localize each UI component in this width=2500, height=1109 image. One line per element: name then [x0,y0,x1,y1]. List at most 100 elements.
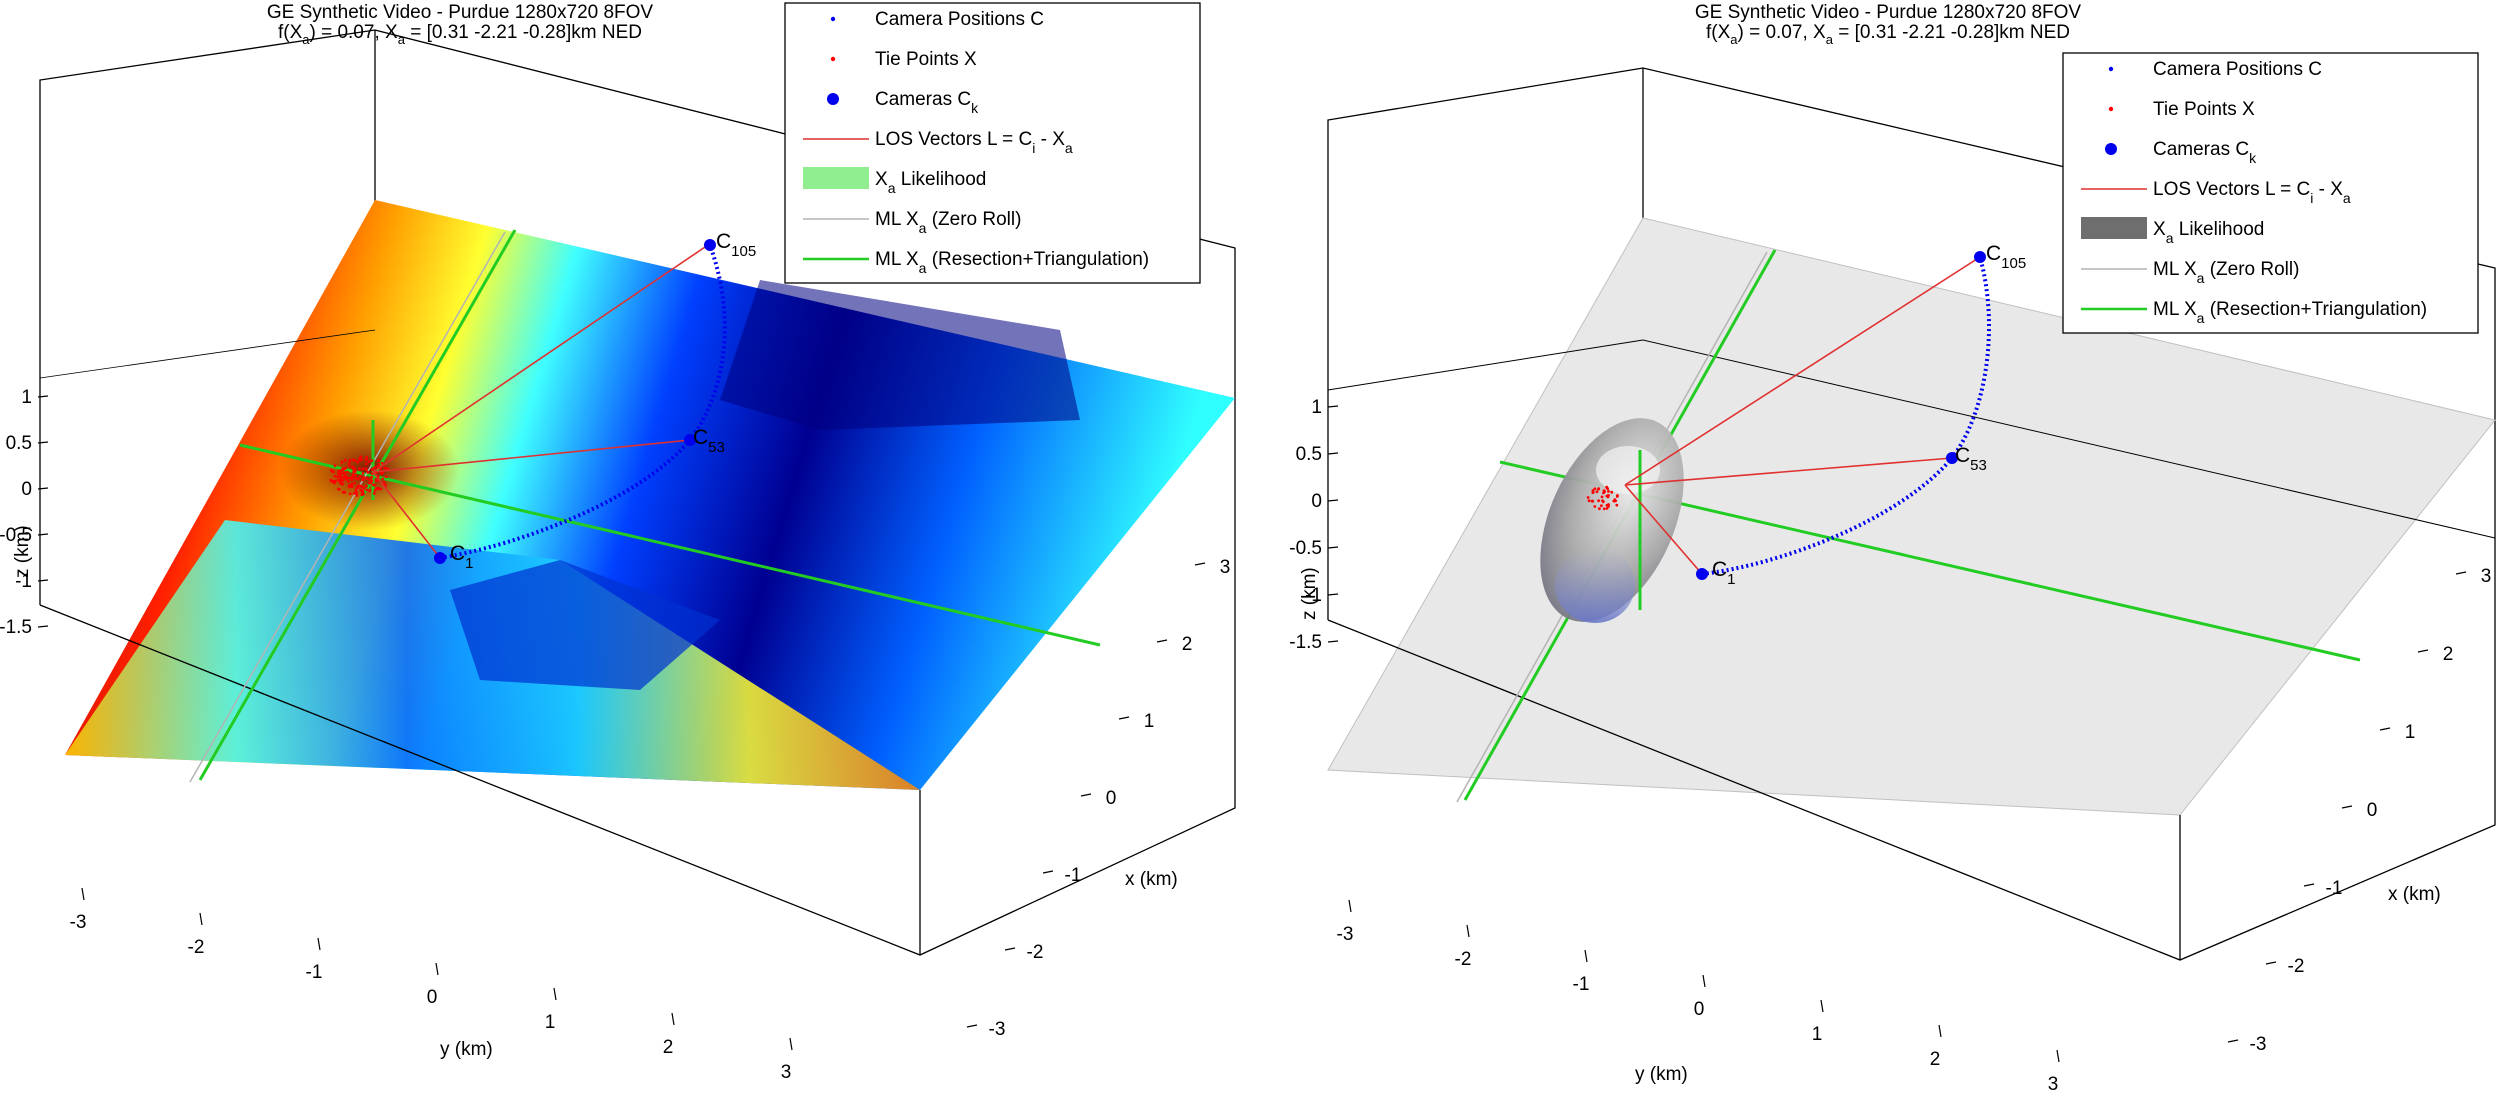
z-tick-label: -0.5 [0,525,32,546]
right-tie-points [1586,485,1619,511]
y-tick-label: -3 [1337,924,1354,945]
x-tick-label: -1 [1065,865,1082,886]
tie-point [359,489,363,492]
tie-point [342,475,345,479]
legend-entry-label: ML Xa (Zero Roll) [2153,259,2299,286]
z-tick-label: -1.5 [1289,632,1322,653]
x-tick-label: 1 [1144,711,1155,732]
y-tick [435,962,439,976]
left-title-line2: f(Xa) = 0.07, Xa = [0.31 -2.21 -0.28]km … [278,22,642,47]
z-tick [37,395,49,398]
right-label-c105: C105 [1986,242,2026,272]
tie-point [354,476,358,480]
tie-point [1595,490,1599,494]
tie-point [354,473,357,477]
tie-point [344,466,348,470]
tie-point [368,489,372,493]
tie-point [352,491,356,495]
x-tick [1194,562,1206,566]
legend-entry-label: ML Xa (Zero Roll) [875,209,1021,236]
x-tick [2227,1039,2239,1043]
tie-point [361,471,365,475]
right-likelihood-isosurface [1540,418,1684,623]
tie-point [1591,499,1595,503]
x-tick-label: 2 [2443,644,2454,665]
tie-point [1615,503,1619,507]
tie-point [337,487,341,491]
y-tick [789,1037,793,1051]
tie-point [341,467,344,471]
legend-camera-icon [2105,143,2117,155]
tie-point [370,475,374,479]
tie-point [365,484,368,488]
z-tick [1327,499,1339,502]
right-legend: Camera Positions C Tie Points X Cameras Ck… [2062,52,2479,334]
x-tick [2379,727,2391,731]
x-tick-label: 2 [1182,634,1193,655]
y-tick [1820,999,1824,1013]
tie-point [361,467,365,471]
x-tick-label: 0 [1106,788,1117,809]
tie-point [347,476,350,480]
x-tick [1042,870,1054,874]
tie-point [380,461,384,465]
tie-point [349,484,353,488]
z-tick [1327,593,1339,596]
x-tick [2341,805,2353,809]
y-tick-label: 0 [1694,999,1705,1020]
tie-point [370,459,374,463]
x-tick [2303,883,2315,887]
tie-point [355,494,359,497]
z-tick-label: -1.5 [0,617,32,638]
tie-point [341,482,344,486]
right-plot: C1 C53 C105 GE Synthetic Video - Purdue … [1289,2,2496,1095]
tie-point [1597,487,1600,491]
tie-point [364,467,368,470]
tie-point [377,459,380,463]
left-camera-c105 [704,239,716,251]
tie-point [348,492,352,496]
left-zero-roll-line [189,231,506,783]
left-xlabel: x (km) [1125,869,1178,890]
tie-point [362,486,366,490]
x-tick-label: -3 [989,1019,1006,1040]
tie-point [373,489,377,492]
x-tick-label: -3 [2250,1034,2267,1055]
tie-point [377,463,381,466]
tie-point [1593,505,1597,508]
left-camera-c53 [684,434,696,446]
z-tick-label: -1 [15,571,32,592]
tie-point [356,460,360,464]
y-tick-label: 2 [1930,1049,1941,1070]
legend-entry-label: Camera Positions C [875,9,1044,30]
x-tick [1004,947,1016,951]
tie-point [1605,503,1609,507]
z-tick [37,533,49,536]
x-tick [1118,716,1130,720]
left-legend: Camera Positions C Tie Points X Cameras Ck… [784,2,1201,284]
tie-point [370,479,374,483]
tie-point [346,479,350,483]
legend-likelihood-icon [2081,217,2147,239]
legend-entry-label: Cameras Ck [2153,139,2257,166]
tie-point [1587,499,1591,503]
tie-point [341,490,345,494]
legend-entry-label: LOS Vectors L = Ci - Xa [2153,179,2351,206]
tie-point [354,489,358,493]
tie-point [1607,490,1610,493]
x-tick [2455,571,2467,575]
z-tick [37,625,49,628]
left-los-vectors [372,244,709,559]
y-tick-label: 0 [427,987,438,1008]
y-tick [2056,1049,2060,1063]
tie-point [1612,499,1616,503]
left-zlabel: z (km) [12,525,33,578]
legend-entry-label: Camera Positions C [2153,59,2322,80]
y-tick [1348,899,1352,913]
tie-point [362,476,366,479]
z-tick [1327,640,1339,643]
z-tick-label: 1 [21,387,32,408]
tie-point [358,467,361,471]
tie-point [343,458,347,462]
